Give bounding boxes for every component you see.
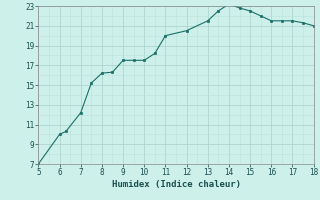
X-axis label: Humidex (Indice chaleur): Humidex (Indice chaleur) xyxy=(111,180,241,189)
